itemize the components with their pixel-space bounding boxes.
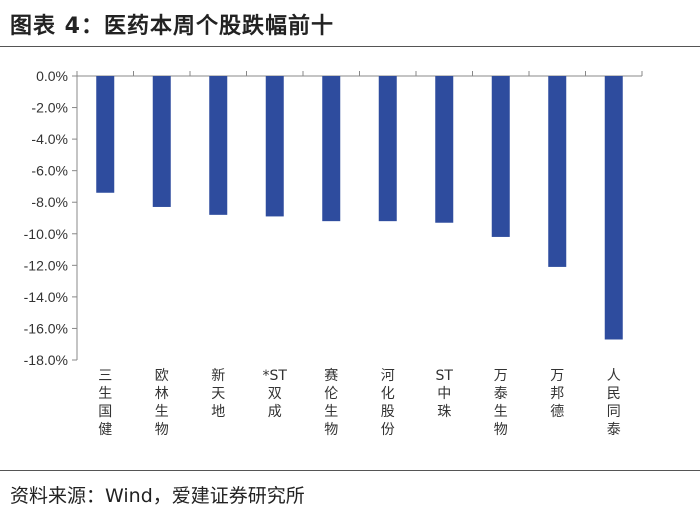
x-category-label: 万邦德 xyxy=(550,368,564,420)
x-category-label: *ST 双成 xyxy=(263,368,288,420)
x-category-label: 三生国健 xyxy=(98,368,112,438)
bar xyxy=(435,76,454,223)
bar xyxy=(209,76,228,215)
x-category-label: 欧林生物 xyxy=(155,368,169,438)
y-tick-label: -18.0% xyxy=(24,352,68,368)
bar xyxy=(265,76,284,217)
y-tick-label: -4.0% xyxy=(31,131,68,147)
y-tick-label: -2.0% xyxy=(31,100,68,116)
y-tick-label: -14.0% xyxy=(24,289,68,305)
y-tick-label: -16.0% xyxy=(24,320,68,336)
bar xyxy=(152,76,171,207)
y-tick-label: -6.0% xyxy=(31,163,68,179)
y-tick-label: -8.0% xyxy=(31,194,68,210)
bar xyxy=(548,76,567,267)
chart-bars xyxy=(96,76,623,340)
bar xyxy=(322,76,341,222)
x-category-label: 万泰生物 xyxy=(494,368,508,438)
x-category-labels: 三生国健 欧林生物 新天地 *ST 双成 赛伦生物 河化股份 ST 中珠 万泰生物 万邦德 人民同泰 xyxy=(98,368,621,438)
bar xyxy=(378,76,397,222)
x-category-label: 人民同泰 xyxy=(607,368,621,438)
y-tick-label: -10.0% xyxy=(24,226,68,242)
bar xyxy=(491,76,510,237)
y-tick-label: -12.0% xyxy=(24,257,68,273)
bar xyxy=(604,76,623,340)
x-category-label: ST 中珠 xyxy=(436,368,454,420)
source-note: 资料来源：Wind，爱建证券研究所 xyxy=(10,485,305,507)
bar xyxy=(96,76,115,193)
chart-axes xyxy=(76,71,643,360)
y-tick-label: 0.0% xyxy=(36,68,68,84)
figure-title: 图表 4：医药本周个股跌幅前十 xyxy=(10,14,334,39)
bar-chart: 0.0% -2.0% -4.0% -6.0% -8.0% -10.0% -12.0% -14.… xyxy=(24,68,643,438)
title-rule xyxy=(0,46,700,47)
bottom-rule xyxy=(0,470,700,471)
x-category-label: 新天地 xyxy=(211,368,225,420)
y-tick-labels: 0.0% -2.0% -4.0% -6.0% -8.0% -10.0% -12.0% -14.… xyxy=(24,68,77,368)
x-category-label: 赛伦生物 xyxy=(324,368,338,438)
x-category-label: 河化股份 xyxy=(381,368,395,438)
